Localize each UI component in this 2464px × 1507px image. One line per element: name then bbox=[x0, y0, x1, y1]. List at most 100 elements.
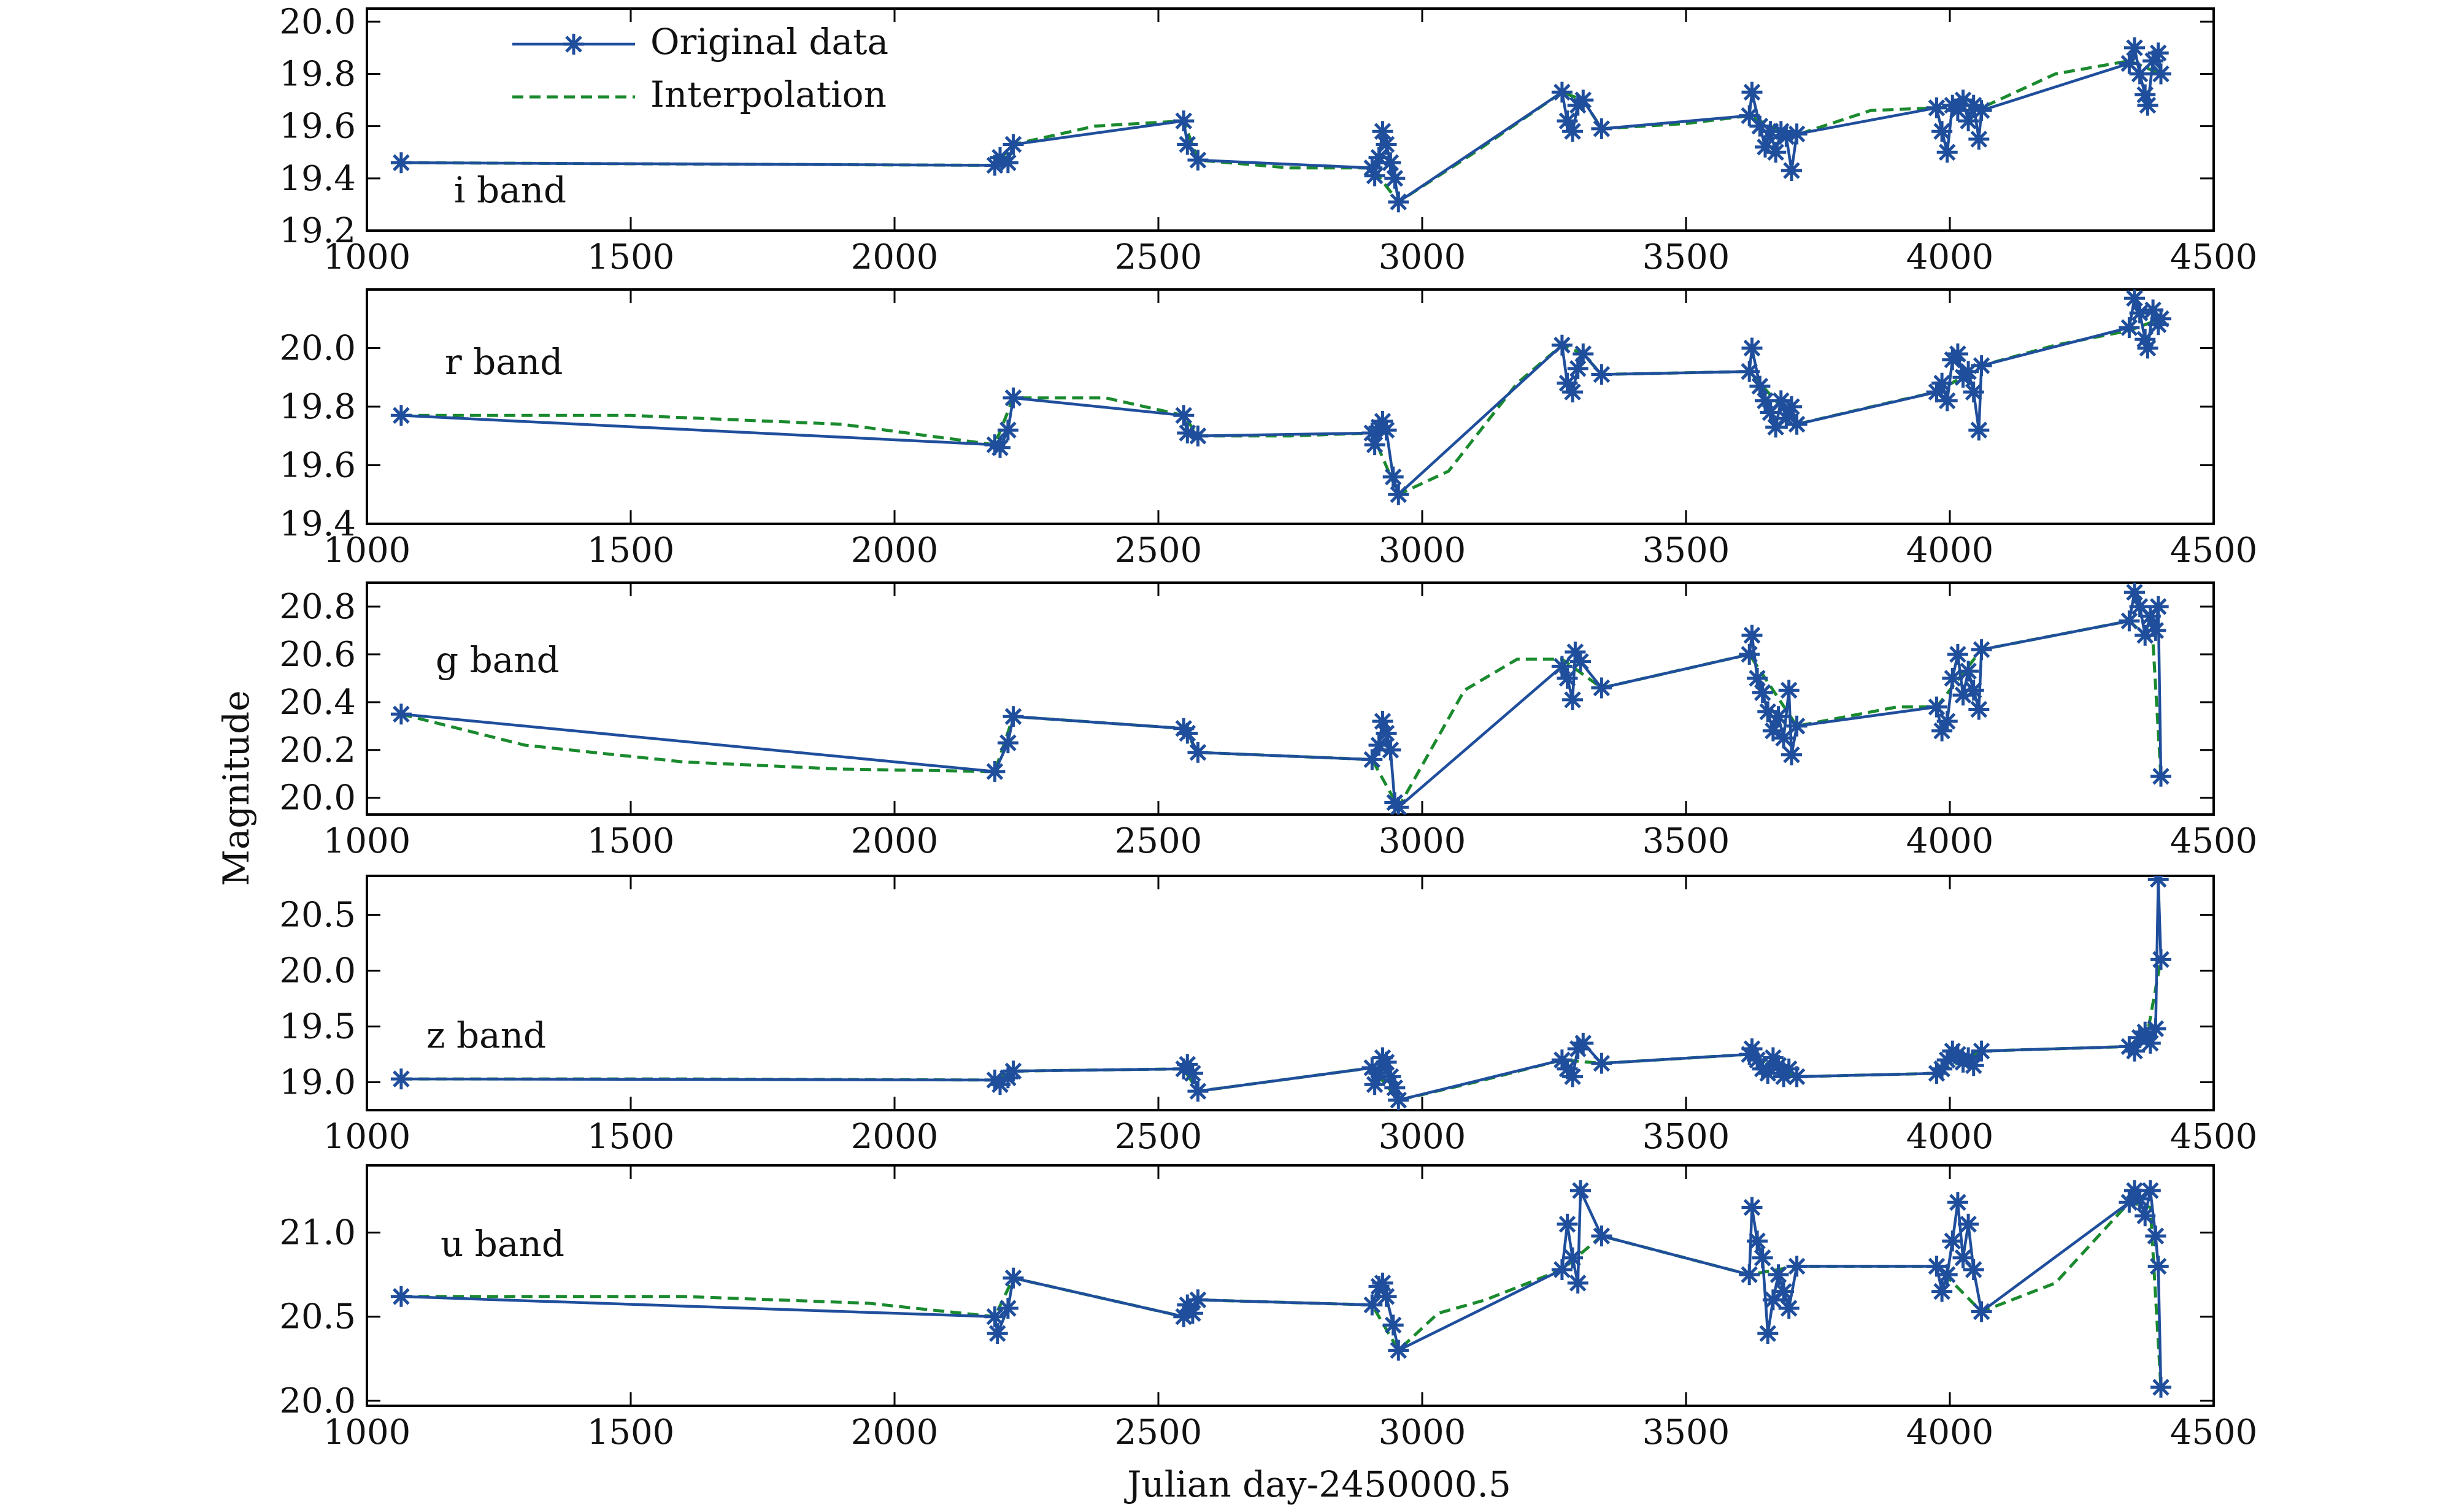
data-point bbox=[2135, 329, 2156, 350]
data-point bbox=[1739, 1044, 1760, 1065]
data-point bbox=[1963, 1259, 1984, 1280]
data-point bbox=[2150, 765, 2171, 787]
data-point bbox=[1931, 1281, 1953, 1302]
data-point bbox=[1963, 382, 1984, 403]
data-point bbox=[1557, 1058, 1578, 1079]
data-point bbox=[1958, 110, 1979, 132]
x-tick-label: 2000 bbox=[851, 1117, 939, 1157]
data-point bbox=[1971, 100, 1992, 121]
data-point bbox=[1942, 1230, 1963, 1252]
x-axis-title: Julian day-2450000.5 bbox=[1124, 1463, 1511, 1505]
data-point bbox=[984, 761, 1006, 782]
data-point bbox=[1968, 699, 1990, 720]
data-point bbox=[1177, 423, 1198, 443]
data-point bbox=[1947, 1192, 1968, 1213]
data-point bbox=[1173, 1306, 1195, 1327]
data-point bbox=[2139, 605, 2161, 627]
interpolation-line bbox=[401, 1200, 2163, 1387]
x-tick-label: 3500 bbox=[1642, 821, 1730, 861]
data-point bbox=[2124, 583, 2145, 603]
original-data-line bbox=[401, 587, 2163, 810]
data-point bbox=[1003, 134, 1024, 155]
data-point bbox=[1768, 706, 1789, 727]
y-tick-label: 19.2 bbox=[279, 211, 356, 251]
data-point bbox=[1187, 742, 1209, 763]
data-point bbox=[1551, 334, 1573, 356]
data-point bbox=[1947, 343, 1968, 364]
data-point bbox=[390, 405, 412, 426]
data-point bbox=[1971, 1301, 1992, 1322]
data-point bbox=[1971, 639, 1992, 661]
legend-label: Interpolation bbox=[650, 74, 887, 115]
data-point bbox=[997, 420, 1018, 441]
data-point bbox=[1187, 425, 1209, 447]
data-point bbox=[1963, 1055, 1984, 1076]
x-tick-label: 4000 bbox=[1906, 821, 1994, 861]
data-point bbox=[1926, 97, 1947, 118]
data-point bbox=[1741, 1038, 1763, 1059]
data-point bbox=[1760, 121, 1781, 142]
data-point bbox=[1364, 434, 1385, 456]
data-point bbox=[2137, 337, 2158, 359]
data-point bbox=[1778, 1058, 1800, 1079]
data-point bbox=[1786, 1066, 1808, 1087]
data-point bbox=[1557, 110, 1578, 132]
series-group bbox=[390, 37, 2171, 213]
data-point bbox=[1958, 661, 1979, 682]
x-tick-label: 3500 bbox=[1642, 531, 1730, 570]
data-point bbox=[1573, 90, 1594, 111]
panel-u-band: 1000 1500 2000 2500 3000 3500 4000 4500 20.0 20.5… bbox=[279, 1164, 2257, 1452]
data-point bbox=[1936, 711, 1958, 732]
x-tick-label: 1000 bbox=[323, 821, 411, 861]
panel-g-band: 1000 1500 2000 2500 3000 3500 4000 4500 20.0 20.2… bbox=[279, 581, 2257, 861]
data-point bbox=[1376, 1051, 1397, 1073]
x-tick-label: 2500 bbox=[1115, 531, 1203, 570]
series-group bbox=[390, 583, 2171, 815]
data-point bbox=[1773, 1281, 1795, 1302]
data-point bbox=[1173, 405, 1195, 426]
x-tick-label: 1000 bbox=[323, 1117, 411, 1157]
original-data-line bbox=[401, 293, 2163, 497]
y-tick-label: 19.6 bbox=[279, 446, 356, 486]
data-point bbox=[1741, 82, 1763, 103]
data-point bbox=[997, 152, 1018, 174]
data-point bbox=[1752, 682, 1773, 704]
data-point bbox=[2147, 314, 2169, 336]
data-point bbox=[2135, 1205, 2156, 1227]
data-point bbox=[1388, 1340, 1409, 1361]
x-tick-label: 1000 bbox=[323, 531, 411, 570]
data-point bbox=[1177, 1054, 1198, 1075]
data-point bbox=[1776, 408, 1797, 429]
data-point bbox=[1760, 402, 1781, 423]
data-point bbox=[1388, 484, 1409, 505]
data-point bbox=[1567, 358, 1588, 379]
series-group bbox=[390, 876, 2171, 1110]
data-point bbox=[1747, 1230, 1768, 1252]
data-point bbox=[1762, 1047, 1784, 1068]
data-point bbox=[1968, 420, 1990, 441]
y-tick-label: 20.6 bbox=[279, 635, 356, 675]
data-point bbox=[1557, 667, 1578, 689]
data-point bbox=[1739, 643, 1760, 665]
y-tick-label: 19.4 bbox=[279, 504, 356, 544]
panel-i-band: 1000 1500 2000 2500 3000 3500 4000 4500 19.2 19.4… bbox=[279, 2, 2257, 277]
data-point bbox=[1372, 711, 1393, 732]
plot-frame bbox=[366, 288, 2215, 525]
band-label: i band bbox=[454, 169, 566, 211]
y-tick-label: 19.4 bbox=[279, 159, 356, 199]
data-point bbox=[1003, 387, 1024, 408]
x-tick-label: 3000 bbox=[1379, 531, 1466, 570]
x-tick-label: 4000 bbox=[1906, 531, 1994, 570]
x-tick-label: 2000 bbox=[851, 237, 939, 277]
data-point bbox=[1382, 466, 1404, 488]
data-point bbox=[1947, 643, 1968, 665]
data-point bbox=[1773, 1066, 1795, 1087]
data-point bbox=[1739, 1264, 1760, 1286]
data-point bbox=[1182, 1303, 1203, 1324]
x-tick-label: 1500 bbox=[587, 237, 675, 277]
data-point bbox=[1952, 90, 1974, 111]
plot-frame bbox=[366, 581, 2215, 816]
band-label: g band bbox=[436, 639, 560, 681]
data-point bbox=[1388, 191, 1409, 213]
